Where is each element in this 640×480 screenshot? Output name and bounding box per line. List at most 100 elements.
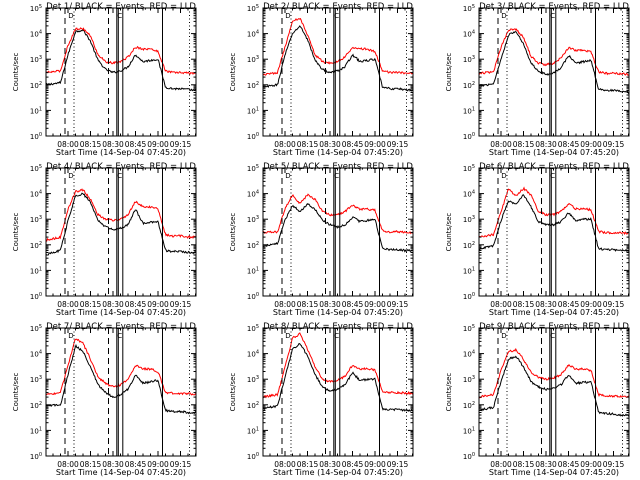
panel-title: Det 6/ BLACK = Events, RED = LLD (479, 162, 629, 172)
x-tick-label: 08:00 (274, 300, 296, 309)
y-tick-label: 103 (463, 375, 475, 384)
y-tick-label: 101 (247, 106, 259, 115)
marker-label: D (285, 332, 290, 340)
y-tick-label: 104 (30, 30, 42, 39)
x-tick-label: 08:45 (342, 460, 364, 469)
x-tick-label: 09:15 (603, 460, 625, 469)
x-tick-label: 08:00 (57, 460, 79, 469)
series-lld-line (263, 332, 413, 399)
y-axis-label: Counts/sec (445, 53, 453, 92)
x-tick-label: 08:45 (125, 460, 147, 469)
marker-label: C (117, 172, 122, 180)
y-tick-label: 103 (30, 215, 42, 224)
panel-title: Det 9/ BLACK = Events, RED = LLD (479, 322, 629, 332)
y-tick-label: 102 (247, 81, 259, 90)
y-tick-label: 101 (463, 266, 475, 275)
y-tick-label: 101 (463, 426, 475, 435)
marker-label: D (501, 12, 506, 20)
marker-label: D (68, 332, 73, 340)
y-tick-label: 100 (30, 452, 42, 461)
x-tick-label: 08:45 (558, 460, 580, 469)
x-tick-label: 08:45 (342, 300, 364, 309)
y-tick-label: 101 (30, 266, 42, 275)
y-tick-label: 105 (247, 164, 259, 173)
x-tick-label: 08:30 (319, 140, 341, 149)
x-tick-label: 09:15 (603, 300, 625, 309)
x-tick-label: 09:00 (147, 300, 169, 309)
x-tick-label: 09:00 (580, 140, 602, 149)
y-tick-label: 103 (247, 375, 259, 384)
x-axis-label: Start Time (14-Sep-04 07:45:20) (489, 148, 619, 157)
y-tick-label: 102 (463, 241, 475, 250)
x-axis-label: Start Time (14-Sep-04 07:45:20) (489, 308, 619, 317)
y-tick-label: 105 (30, 164, 42, 173)
marker-label: D (501, 332, 506, 340)
y-axis-label: Counts/sec (229, 373, 237, 412)
y-tick-label: 104 (247, 190, 259, 199)
x-tick-label: 09:00 (364, 460, 386, 469)
y-tick-label: 104 (463, 190, 475, 199)
series-events-line (263, 343, 413, 412)
marker-label: D (501, 172, 506, 180)
x-tick-label: 09:00 (147, 140, 169, 149)
plot-frame (45, 327, 197, 457)
y-tick-label: 105 (463, 4, 475, 13)
x-tick-label: 08:30 (102, 300, 124, 309)
x-tick-label: 08:00 (490, 300, 512, 309)
y-tick-label: 102 (463, 401, 475, 410)
y-tick-label: 100 (30, 132, 42, 141)
x-axis-label: Start Time (14-Sep-04 07:45:20) (56, 468, 186, 477)
y-tick-label: 102 (463, 81, 475, 90)
panel-title: Det 1/ BLACK = Events, RED = LLD (46, 2, 196, 12)
x-tick-label: 08:30 (102, 460, 124, 469)
y-tick-label: 105 (463, 324, 475, 333)
y-tick-label: 105 (247, 4, 259, 13)
y-tick-label: 103 (247, 215, 259, 224)
marker-label: D (285, 12, 290, 20)
y-tick-label: 103 (247, 55, 259, 64)
series-lld-line (263, 17, 413, 76)
x-tick-label: 09:15 (387, 140, 409, 149)
x-tick-label: 09:15 (603, 140, 625, 149)
y-tick-label: 105 (30, 324, 42, 333)
marker-label: C (334, 332, 339, 340)
x-tick-label: 08:15 (297, 140, 319, 149)
series-lld-line (479, 186, 629, 238)
y-tick-label: 100 (247, 292, 259, 301)
series-events-line (479, 31, 629, 94)
x-tick-label: 08:15 (297, 300, 319, 309)
x-tick-label: 08:15 (513, 140, 535, 149)
series-lld-line (46, 338, 196, 396)
panel-title: Det 7/ BLACK = Events, RED = LLD (46, 322, 196, 332)
x-tick-label: 08:00 (57, 140, 79, 149)
y-tick-label: 103 (30, 55, 42, 64)
x-tick-label: 08:15 (297, 460, 319, 469)
y-tick-label: 100 (463, 132, 475, 141)
x-tick-label: 08:00 (274, 460, 296, 469)
y-tick-label: 101 (463, 106, 475, 115)
y-tick-label: 102 (247, 401, 259, 410)
x-tick-label: 08:30 (535, 140, 557, 149)
series-events-line (479, 355, 629, 417)
y-axis-label: Counts/sec (229, 213, 237, 252)
marker-label: C (550, 332, 555, 340)
marker-label: C (550, 12, 555, 20)
x-tick-label: 08:30 (535, 460, 557, 469)
x-tick-label: 09:15 (387, 300, 409, 309)
y-tick-label: 104 (30, 350, 42, 359)
y-tick-label: 104 (247, 30, 259, 39)
y-tick-label: 101 (30, 106, 42, 115)
x-axis-label: Start Time (14-Sep-04 07:45:20) (273, 308, 403, 317)
plot-frame (478, 167, 630, 297)
y-tick-label: 102 (247, 241, 259, 250)
y-axis-label: Counts/sec (12, 373, 20, 412)
y-axis-label: Counts/sec (12, 213, 20, 252)
marker-label: D (68, 172, 73, 180)
x-tick-label: 08:45 (558, 140, 580, 149)
